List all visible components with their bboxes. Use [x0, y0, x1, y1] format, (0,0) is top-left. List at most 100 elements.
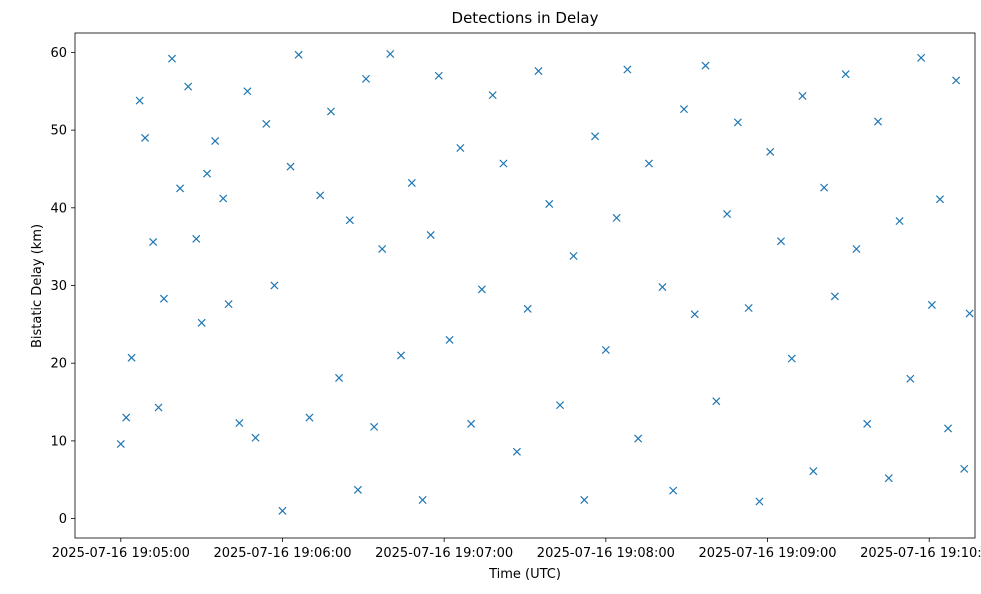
data-point-marker [787, 354, 796, 363]
data-point-marker [545, 199, 554, 208]
x-axis-label: Time (UTC) [488, 567, 561, 582]
data-point-marker [197, 318, 206, 327]
data-point-marker [224, 300, 233, 309]
x-tick-label: 2025-07-16 19:07:00 [375, 546, 513, 561]
data-point-marker [927, 300, 936, 309]
data-point-marker [326, 107, 336, 116]
data-point-marker [852, 244, 861, 254]
data-point-marker [884, 474, 893, 483]
data-point-marker [286, 162, 295, 171]
data-point-marker [601, 345, 610, 355]
data-point-marker [935, 195, 944, 204]
data-point-marker [219, 194, 228, 203]
data-point-marker [167, 54, 177, 63]
data-point-marker [623, 65, 632, 74]
data-point-marker [335, 373, 344, 382]
data-point-marker [434, 71, 443, 80]
data-point-marker [149, 237, 158, 247]
data-point-marker [679, 105, 689, 114]
data-point-marker [960, 464, 969, 473]
data-point-marker [917, 53, 926, 62]
data-point-marker [235, 418, 244, 428]
data-point-marker [712, 397, 721, 406]
data-point-marker [569, 251, 578, 261]
data-point-marker [591, 132, 600, 141]
data-point-marker [407, 178, 416, 187]
y-tick-label: 10 [50, 434, 67, 449]
data-point-marker [744, 304, 753, 313]
data-point-marker [316, 191, 325, 200]
data-point-marker [798, 91, 807, 100]
data-point-marker [243, 87, 252, 96]
data-point-marker [830, 292, 839, 301]
data-point-marker [397, 351, 406, 360]
chart-title: Detections in Delay [452, 9, 599, 27]
data-point-marker [873, 117, 883, 126]
x-tick-label: 2025-07-16 19:10:00 [860, 546, 981, 561]
data-point-marker [467, 419, 476, 428]
data-point-marker [766, 147, 775, 156]
data-point-marker [612, 213, 621, 222]
data-point-marker [294, 50, 303, 59]
y-tick-label: 60 [50, 46, 67, 61]
data-point-marker [488, 91, 497, 100]
data-point-marker [965, 309, 974, 318]
x-tick-label: 2025-07-16 19:08:00 [537, 546, 675, 561]
x-tick-label: 2025-07-16 19:06:00 [213, 546, 351, 561]
data-point-marker [378, 244, 387, 254]
data-point-marker [820, 183, 829, 192]
data-point-marker [456, 143, 465, 153]
data-point-marker [184, 82, 193, 91]
data-point-marker [251, 433, 260, 442]
data-point-marker [418, 495, 427, 504]
data-point-marker [370, 422, 379, 431]
data-point-marker [952, 76, 961, 85]
data-point-marker [512, 447, 521, 456]
x-tick-label: 2025-07-16 19:05:00 [52, 546, 190, 561]
data-point-marker [658, 283, 667, 292]
data-point-marker [176, 184, 185, 193]
data-point-marker [135, 96, 144, 105]
data-point-marker [203, 169, 212, 178]
data-point-marker [776, 237, 786, 246]
data-point-marker [445, 335, 454, 344]
data-point-marker [345, 216, 354, 225]
data-point-marker [863, 419, 872, 428]
data-point-marker [690, 310, 699, 319]
data-point-marker [906, 374, 915, 383]
data-point-marker [556, 401, 565, 410]
data-point-marker [733, 118, 742, 127]
data-point-marker [499, 159, 508, 168]
data-point-marker [192, 234, 201, 243]
data-point-marker [262, 119, 271, 128]
data-point-marker [634, 434, 643, 443]
data-point-marker [278, 506, 287, 515]
data-point-marker [944, 424, 953, 433]
data-point-marker [353, 485, 362, 494]
data-point-marker [426, 230, 435, 240]
y-tick-label: 50 [50, 124, 67, 139]
data-point-marker [669, 486, 678, 495]
data-point-marker [895, 216, 904, 226]
y-tick-label: 30 [50, 279, 67, 294]
y-tick-label: 0 [59, 512, 67, 527]
data-point-marker [386, 49, 395, 59]
data-point-marker [580, 495, 589, 504]
data-point-marker [154, 403, 163, 412]
data-point-marker [159, 294, 168, 303]
data-point-marker [361, 74, 371, 83]
data-point-marker [305, 413, 314, 422]
y-tick-label: 20 [50, 357, 67, 372]
data-point-marker [841, 70, 850, 79]
data-point-marker [116, 439, 125, 449]
data-point-marker [809, 467, 818, 476]
y-tick-label: 40 [50, 201, 67, 216]
data-point-marker [755, 497, 764, 506]
data-point-marker [644, 159, 653, 168]
data-point-marker [141, 133, 150, 142]
data-point-marker [701, 61, 710, 70]
data-point-marker [723, 209, 732, 219]
data-point-marker [270, 281, 279, 290]
